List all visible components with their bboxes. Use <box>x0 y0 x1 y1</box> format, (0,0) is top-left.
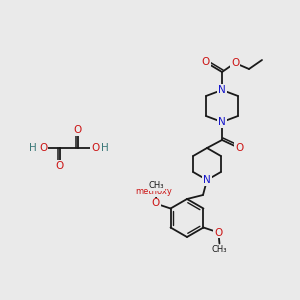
Text: N: N <box>203 175 211 185</box>
Text: CH₃: CH₃ <box>149 182 164 190</box>
Text: O: O <box>56 161 64 171</box>
Text: O: O <box>152 199 160 208</box>
Text: methoxy: methoxy <box>135 187 172 196</box>
Text: O: O <box>202 57 210 67</box>
Text: O: O <box>231 58 239 68</box>
Text: O: O <box>39 143 47 153</box>
Text: O: O <box>214 227 223 238</box>
Text: O: O <box>91 143 99 153</box>
Text: H: H <box>29 143 37 153</box>
Text: O: O <box>74 125 82 135</box>
Text: O: O <box>235 143 243 153</box>
Text: H: H <box>101 143 109 153</box>
Text: CH₃: CH₃ <box>212 245 227 254</box>
Text: N: N <box>218 85 226 95</box>
Text: N: N <box>218 117 226 127</box>
